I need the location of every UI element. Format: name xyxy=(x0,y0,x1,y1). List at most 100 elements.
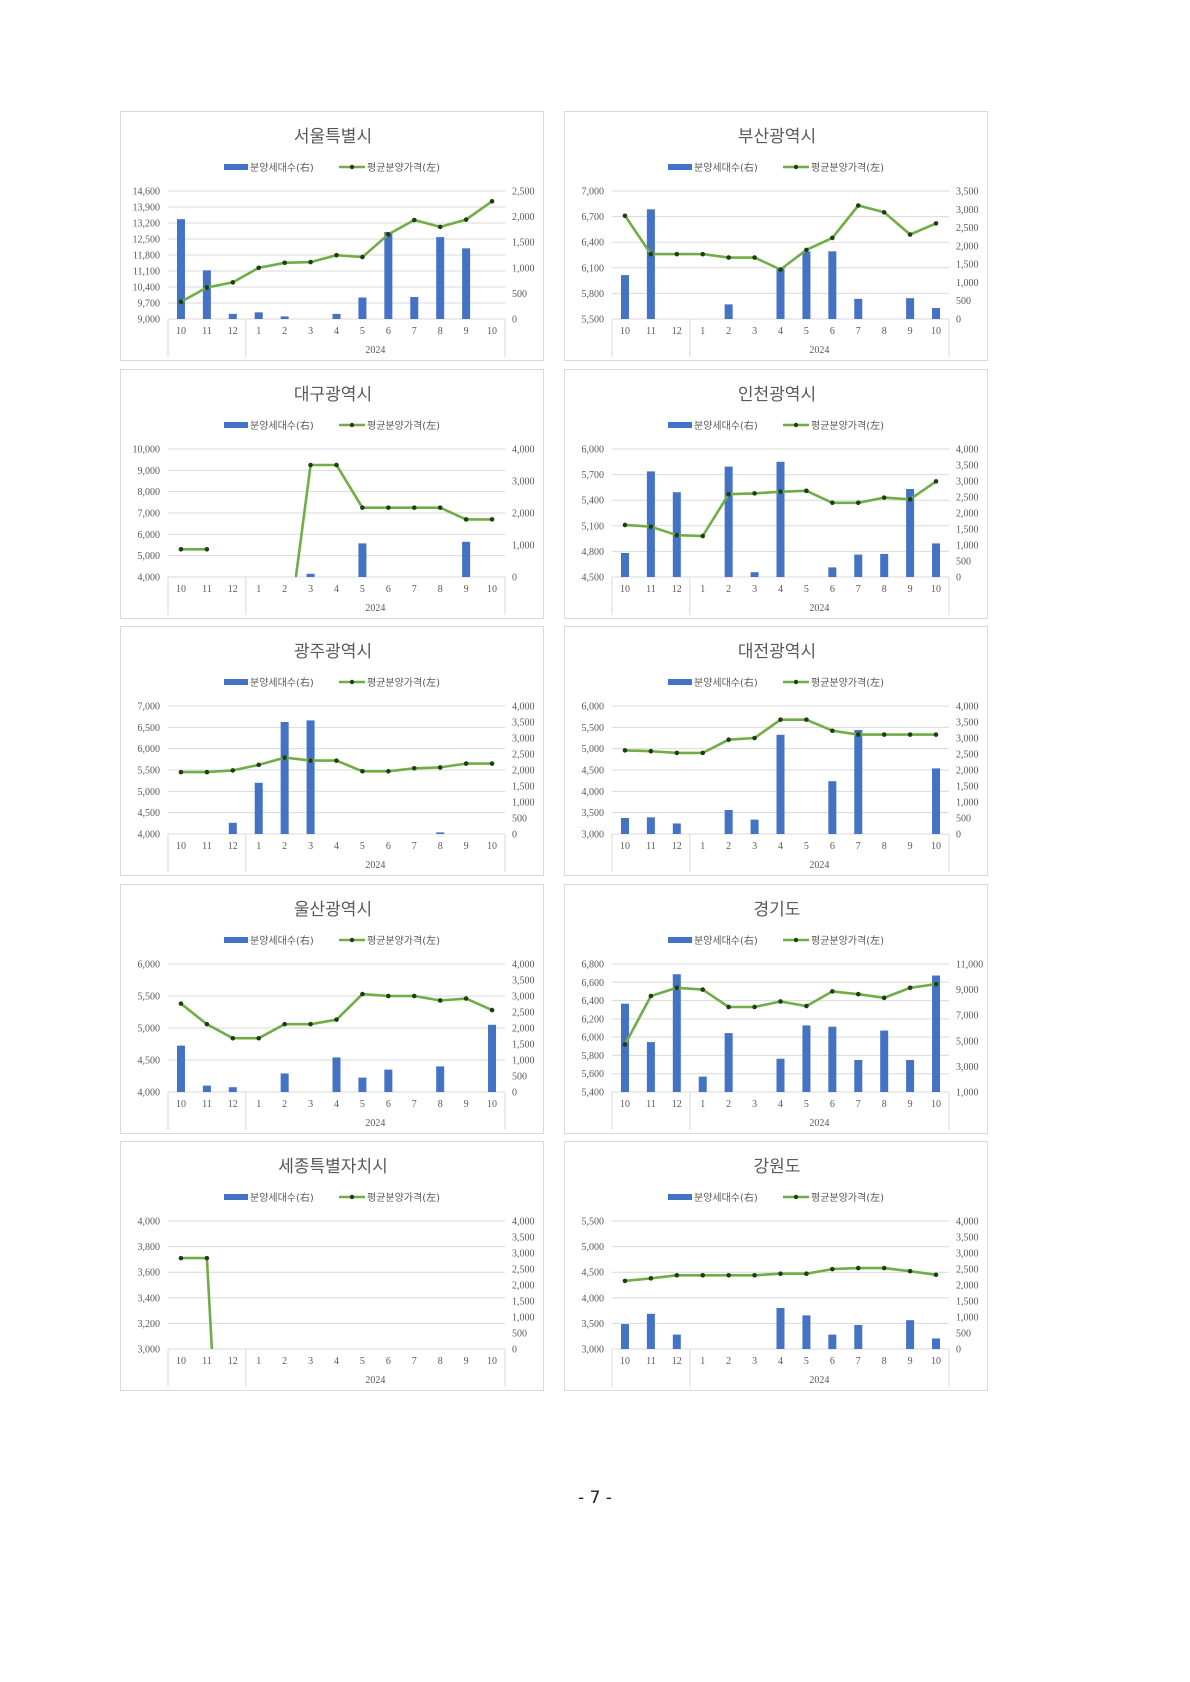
left-axis-tick: 6,400 xyxy=(582,996,605,1007)
legend-bar-swatch xyxy=(224,679,248,685)
right-axis-tick: 1,500 xyxy=(512,782,535,793)
legend-bar-swatch xyxy=(224,937,248,943)
line-series xyxy=(623,982,937,1046)
category-label: 2 xyxy=(282,1356,287,1367)
right-axis-tick: 3,500 xyxy=(956,461,979,472)
right-axis-tick: 500 xyxy=(956,814,971,825)
category-label: 10 xyxy=(487,1356,497,1367)
year-group-label: 2024 xyxy=(809,1118,829,1129)
right-axis-tick: 2,500 xyxy=(512,1265,535,1276)
line-marker xyxy=(674,750,680,756)
line-marker xyxy=(360,991,365,997)
left-axis-tick: 12,500 xyxy=(133,235,161,246)
bar xyxy=(620,818,629,834)
line-marker xyxy=(622,1042,628,1047)
category-label: 7 xyxy=(412,326,417,337)
category-label: 10 xyxy=(176,1356,186,1367)
chart-title: 부산광역시 xyxy=(738,127,816,147)
line-marker xyxy=(204,1021,210,1027)
line-marker xyxy=(437,224,443,230)
chart-title: 강원도 xyxy=(754,1157,801,1177)
right-axis-tick: 2,000 xyxy=(956,241,979,252)
legend-bar-swatch xyxy=(668,1194,692,1200)
legend-line-marker xyxy=(793,422,799,428)
left-axis-tick: 13,900 xyxy=(133,203,161,214)
category-label: 9 xyxy=(464,326,469,337)
left-axis-tick: 9,000 xyxy=(138,315,161,326)
chart-1: 서울특별시 분양세대수(右) 평균분양가격(左) 14,600 13,900 13,200… xyxy=(120,111,544,361)
left-axis-tick: 6,700 xyxy=(582,212,605,223)
line-marker xyxy=(648,524,654,529)
left-axis-tick: 10,000 xyxy=(133,445,161,456)
left-axis-tick: 9,000 xyxy=(138,466,161,477)
left-axis-tick: 3,500 xyxy=(582,808,605,819)
left-axis-tick: 3,500 xyxy=(582,1319,605,1330)
category-label: 6 xyxy=(830,584,835,595)
category-label: 9 xyxy=(908,584,913,595)
category-label: 3 xyxy=(752,841,757,852)
bar xyxy=(358,543,367,577)
chart-8: 경기도 분양세대수(右) 평균분양가격(左) 6,800 6,600 6,400 6,200… xyxy=(564,884,988,1134)
legend-bar-swatch xyxy=(224,422,248,428)
category-label: 3 xyxy=(308,841,313,852)
left-axis-tick: 6,100 xyxy=(582,263,605,274)
right-axis-tick: 4,000 xyxy=(512,1217,535,1228)
bar xyxy=(332,313,341,319)
category-label: 4 xyxy=(334,326,339,337)
legend-bar-label: 분양세대수(右) xyxy=(694,676,758,689)
right-axis-tick: 2,500 xyxy=(956,223,979,234)
category-label: 3 xyxy=(752,326,757,337)
category-label: 4 xyxy=(778,841,783,852)
line-marker xyxy=(804,247,809,253)
category-label: 1 xyxy=(256,1356,261,1367)
line-marker xyxy=(308,462,313,468)
bar xyxy=(620,553,629,577)
left-axis-tick: 7,000 xyxy=(138,702,161,713)
left-axis-tick: 5,700 xyxy=(582,470,605,481)
right-axis-tick: 3,000 xyxy=(512,477,535,488)
bar xyxy=(932,768,941,834)
line-marker xyxy=(230,1035,236,1041)
bar xyxy=(202,270,211,319)
legend-line-marker xyxy=(349,937,355,943)
bar xyxy=(646,1313,655,1349)
line-marker xyxy=(178,1255,184,1261)
line-marker xyxy=(334,1017,339,1022)
legend-line-label: 평균분양가격(左) xyxy=(367,1191,440,1204)
category-label: 10 xyxy=(620,1356,630,1367)
line-marker xyxy=(907,232,913,237)
bar xyxy=(176,1045,185,1092)
right-axis-tick: 2,000 xyxy=(512,766,535,777)
line-marker xyxy=(411,765,417,771)
left-axis-tick: 5,500 xyxy=(138,766,161,777)
line-marker xyxy=(204,285,210,290)
line-marker xyxy=(282,1021,287,1027)
legend-line-label: 평균분양가격(左) xyxy=(367,161,440,174)
bar xyxy=(776,1308,785,1349)
bar xyxy=(384,231,393,319)
left-axis-tick: 6,600 xyxy=(582,978,605,989)
line-marker xyxy=(437,765,443,770)
line-marker xyxy=(360,254,365,260)
right-axis-tick: 2,000 xyxy=(512,212,535,223)
bar xyxy=(750,819,759,834)
bar xyxy=(646,1042,655,1092)
category-label: 10 xyxy=(931,326,941,337)
line-marker xyxy=(855,500,861,506)
right-axis-tick: 2,000 xyxy=(512,1281,535,1292)
category-label: 2 xyxy=(282,1099,287,1110)
bar xyxy=(932,308,941,319)
line-marker xyxy=(700,533,706,539)
line-marker xyxy=(778,999,783,1004)
category-label: 5 xyxy=(804,584,809,595)
bar xyxy=(906,1060,915,1092)
bar xyxy=(620,275,629,319)
line-marker xyxy=(881,1265,887,1271)
line-marker xyxy=(778,267,783,272)
bar xyxy=(254,312,263,319)
right-axis-tick: 0 xyxy=(956,1345,961,1356)
category-label: 12 xyxy=(672,584,682,595)
left-axis-tick: 4,000 xyxy=(582,787,605,798)
